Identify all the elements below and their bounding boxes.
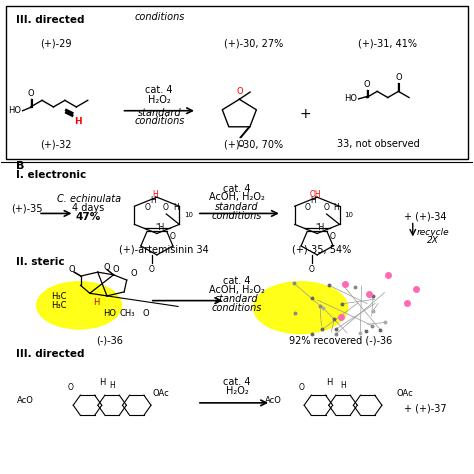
Text: (+)-35, 54%: (+)-35, 54% — [292, 244, 351, 254]
Text: 33, not observed: 33, not observed — [337, 139, 420, 149]
Text: H: H — [150, 196, 156, 205]
Text: conditions: conditions — [134, 116, 184, 126]
Text: CH₃: CH₃ — [119, 309, 135, 318]
Text: (+)-30, 27%: (+)-30, 27% — [224, 38, 283, 48]
Text: cat. 4: cat. 4 — [223, 184, 251, 194]
Text: (+)-32: (+)-32 — [40, 139, 71, 149]
Text: + (+)-37: + (+)-37 — [404, 403, 447, 413]
Text: 47%: 47% — [76, 211, 101, 221]
Text: (+)-artemisinin 34: (+)-artemisinin 34 — [119, 244, 209, 254]
Text: H: H — [93, 298, 100, 307]
Text: (+)-30, 70%: (+)-30, 70% — [224, 139, 283, 149]
Text: H: H — [334, 202, 339, 211]
Text: H: H — [153, 190, 158, 199]
Text: O: O — [113, 265, 119, 274]
Text: O: O — [130, 269, 137, 278]
Text: 92% recovered (-)-36: 92% recovered (-)-36 — [289, 335, 392, 345]
Bar — [6, 6, 468, 159]
Text: HO: HO — [8, 106, 21, 115]
Text: conditions: conditions — [212, 210, 262, 220]
Text: 4 days: 4 days — [73, 202, 105, 213]
Text: H: H — [109, 382, 115, 391]
Text: cat. 4: cat. 4 — [146, 85, 173, 95]
Text: HO: HO — [103, 309, 116, 318]
Text: +: + — [300, 108, 311, 121]
Text: "H: "H — [155, 223, 164, 232]
Text: conditions: conditions — [212, 302, 262, 312]
Text: O: O — [104, 263, 110, 272]
Text: AcOH, H₂O₂: AcOH, H₂O₂ — [209, 284, 265, 295]
Text: recycle: recycle — [416, 228, 449, 237]
Text: H: H — [100, 378, 106, 387]
Text: 10: 10 — [344, 212, 353, 219]
Text: O: O — [145, 202, 151, 211]
Text: O: O — [28, 89, 35, 98]
Text: cat. 4: cat. 4 — [223, 377, 251, 387]
Text: OH: OH — [310, 190, 322, 199]
Text: OAc: OAc — [152, 389, 169, 398]
Text: H: H — [74, 117, 82, 126]
Text: I. electronic: I. electronic — [16, 170, 86, 180]
Text: H: H — [310, 196, 316, 205]
Text: II. steric: II. steric — [16, 257, 64, 267]
Text: AcOH, H₂O₂: AcOH, H₂O₂ — [209, 192, 265, 202]
Text: O: O — [149, 265, 155, 274]
Text: O: O — [395, 73, 402, 82]
Text: OAc: OAc — [396, 389, 413, 398]
Text: H₃C: H₃C — [51, 301, 66, 310]
Text: O: O — [143, 309, 149, 318]
Text: (+)-29: (+)-29 — [40, 38, 71, 48]
Text: H₃C: H₃C — [51, 292, 66, 301]
Text: O: O — [68, 383, 73, 392]
Text: AcO: AcO — [17, 396, 33, 405]
Text: H₂O₂: H₂O₂ — [226, 386, 248, 396]
Text: H: H — [173, 202, 179, 211]
Text: 2X: 2X — [427, 236, 438, 245]
Text: AcO: AcO — [265, 396, 282, 405]
Text: standard: standard — [215, 202, 259, 212]
Text: O: O — [68, 265, 74, 274]
Text: conditions: conditions — [134, 12, 184, 22]
Text: 10: 10 — [184, 212, 193, 219]
Text: H: H — [340, 382, 346, 391]
Text: H: H — [326, 378, 332, 387]
Text: cat. 4: cat. 4 — [223, 276, 251, 286]
Text: O: O — [299, 383, 304, 392]
Text: (+)-31, 41%: (+)-31, 41% — [358, 38, 417, 48]
Ellipse shape — [254, 282, 348, 334]
Text: O: O — [323, 202, 329, 211]
Text: B: B — [16, 161, 24, 171]
Text: C. echinulata: C. echinulata — [56, 194, 120, 204]
Text: O: O — [163, 202, 169, 211]
Text: III. directed: III. directed — [16, 15, 84, 25]
Text: O: O — [309, 265, 315, 274]
Text: O: O — [237, 87, 244, 96]
Ellipse shape — [36, 282, 121, 329]
Text: + (+)-34: + (+)-34 — [404, 211, 447, 221]
Text: standard: standard — [137, 108, 181, 118]
Text: III. directed: III. directed — [16, 349, 84, 359]
Text: O: O — [170, 232, 175, 241]
Text: "H: "H — [315, 223, 324, 232]
Text: O: O — [330, 232, 336, 241]
Text: (+)-35: (+)-35 — [11, 203, 43, 213]
Text: O: O — [363, 80, 370, 89]
Text: H₂O₂: H₂O₂ — [148, 95, 171, 105]
Text: (-)-36: (-)-36 — [96, 335, 123, 345]
Text: HO: HO — [344, 94, 357, 103]
Text: O: O — [305, 202, 311, 211]
Text: O: O — [237, 140, 244, 149]
Text: standard: standard — [215, 294, 259, 304]
